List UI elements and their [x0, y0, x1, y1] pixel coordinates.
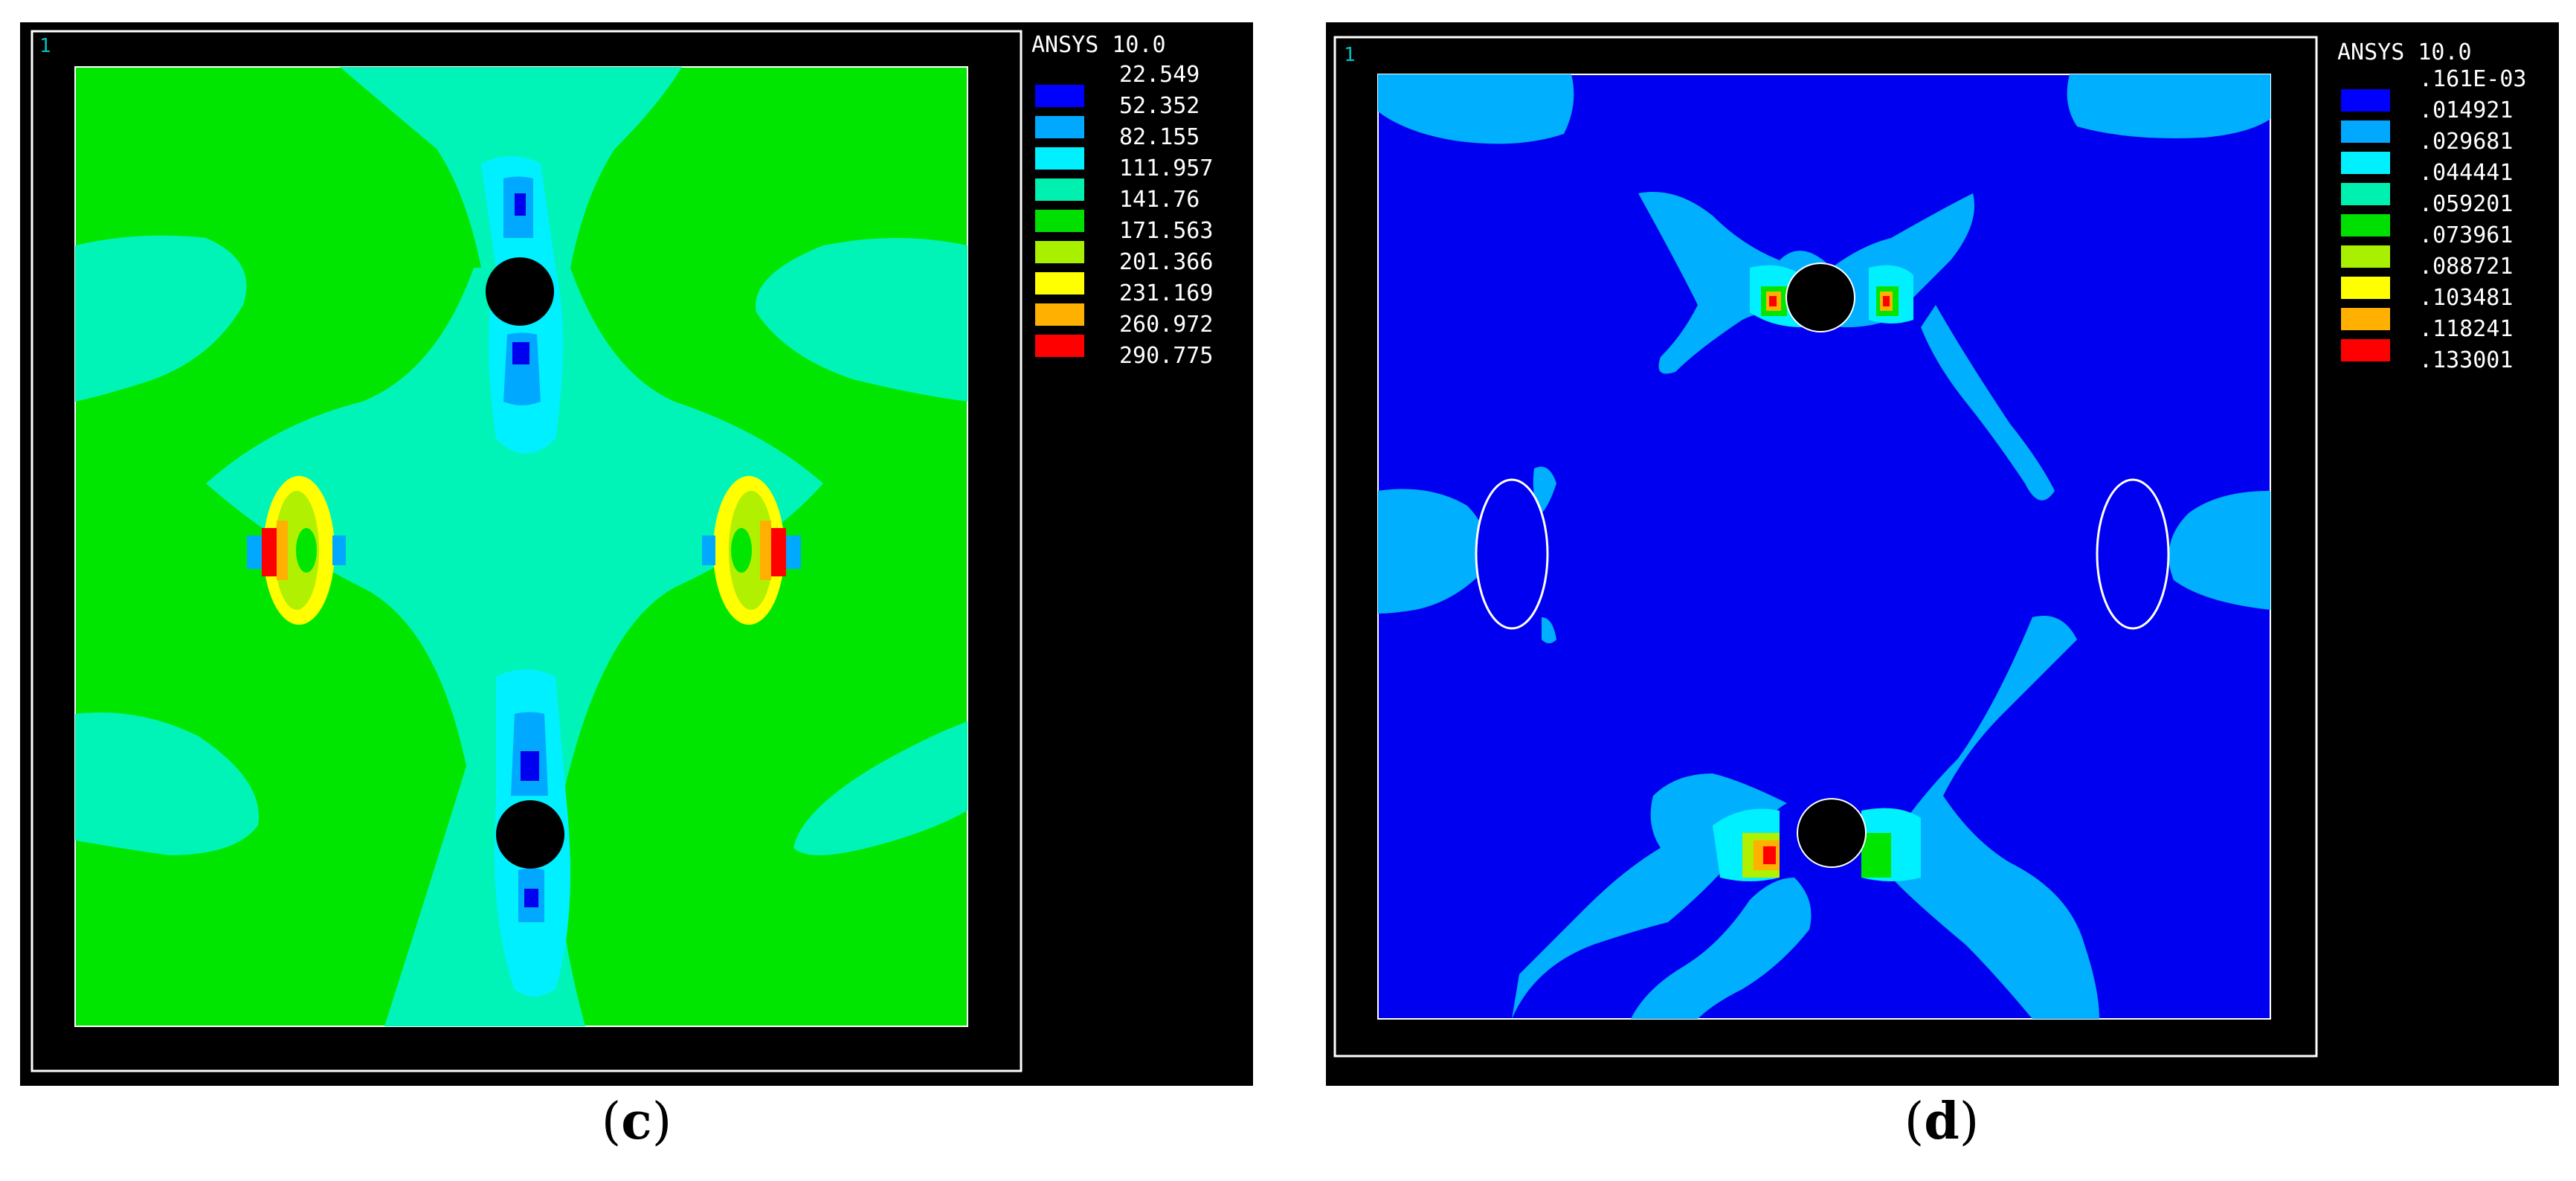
left-ellipse-stress: [247, 476, 346, 625]
legend-swatch: [2341, 339, 2390, 361]
legend-swatch: [2341, 152, 2390, 174]
legend-value: 82.155: [1119, 124, 1200, 150]
legend-swatch: [1035, 147, 1084, 170]
legend-value: .118241: [2419, 316, 2513, 342]
plot-frame: [30, 30, 1023, 1072]
contour-plot-panel-d: 1: [1326, 22, 2559, 1086]
legend-swatch: [1035, 178, 1084, 201]
right-ellipse-stress: [702, 476, 801, 625]
caption-d: (d): [1904, 1092, 1980, 1151]
legend-swatch: [2341, 245, 2390, 268]
legend-swatch: [1035, 303, 1084, 326]
legend-value: 201.366: [1119, 249, 1213, 275]
window-number: 1: [1344, 44, 1356, 66]
legend-value: .161E-03: [2419, 66, 2527, 92]
software-label: ANSYS 10.0: [1031, 32, 1166, 58]
legend-value: 260.972: [1119, 312, 1213, 338]
top-hole: [486, 257, 554, 326]
legend-swatch: [1035, 116, 1084, 138]
legend-d: ANSYS 10.0 .161E-03 .014921 .029681 .044441…: [2337, 39, 2527, 373]
legend-value: .133001: [2419, 347, 2513, 373]
contour-plot-panel-c: 1: [20, 22, 1253, 1086]
legend-swatch: [2341, 214, 2390, 236]
legend-swatch: [1035, 272, 1084, 295]
legend-value: .073961: [2419, 222, 2513, 248]
legend-value: .059201: [2419, 191, 2513, 217]
legend-swatch: [1035, 85, 1084, 107]
software-label: ANSYS 10.0: [2337, 39, 2472, 65]
legend-swatch: [1035, 210, 1084, 232]
legend-value: 22.549: [1119, 62, 1200, 88]
window-number: 1: [39, 35, 51, 57]
legend-swatch: [2341, 277, 2390, 299]
legend-value: 111.957: [1119, 155, 1213, 181]
contour-plot-c: 1: [30, 30, 1213, 1072]
legend-value: .103481: [2419, 285, 2513, 311]
legend-value: 290.775: [1119, 343, 1213, 369]
legend-value: 171.563: [1119, 218, 1213, 244]
legend-swatch: [2341, 120, 2390, 143]
legend-value: 141.76: [1119, 187, 1200, 213]
legend-value: .029681: [2419, 129, 2513, 155]
contour-plot-d: 1: [1333, 36, 2527, 1058]
plate-contour: [74, 66, 968, 1027]
legend-value: .014921: [2419, 97, 2513, 123]
legend-value: .088721: [2419, 254, 2513, 280]
legend-swatch: [2341, 89, 2390, 112]
legend-swatch: [1035, 241, 1084, 263]
top-hole: [1786, 263, 1855, 332]
legend-swatch: [2341, 308, 2390, 330]
legend-value: 231.169: [1119, 280, 1213, 306]
left-ellipse-hole: [1475, 478, 1549, 630]
legend-swatch: [1035, 335, 1084, 357]
caption-letter: c: [621, 1092, 652, 1151]
legend-value: 52.352: [1119, 93, 1200, 119]
caption-c: (c): [601, 1092, 672, 1151]
plate-contour: [1377, 74, 2271, 1020]
bottom-hole: [496, 800, 564, 869]
caption-letter: d: [1924, 1092, 1960, 1151]
bottom-hole: [1797, 798, 1867, 868]
legend-swatch: [2341, 183, 2390, 205]
legend-value: .044441: [2419, 160, 2513, 186]
right-ellipse-hole: [2096, 478, 2170, 630]
plot-frame: [1333, 36, 2318, 1058]
legend-c: ANSYS 10.0 22.549 52.352 82.155 111.957 141.…: [1031, 32, 1213, 369]
